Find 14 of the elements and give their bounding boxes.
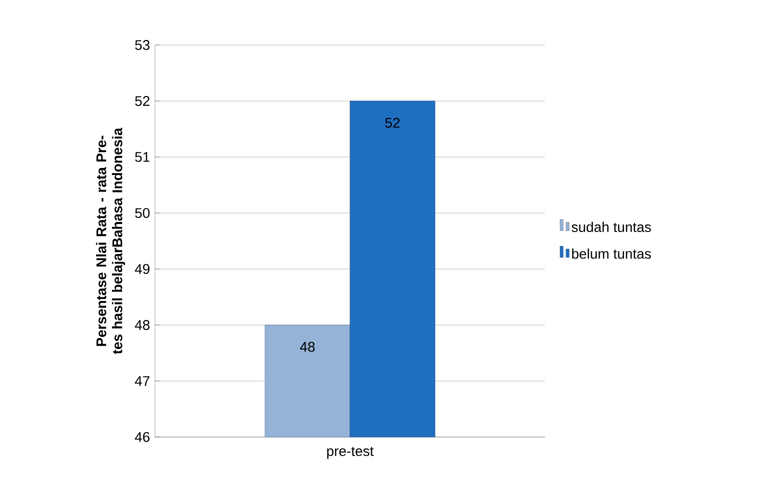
y-tick-label: 52 <box>135 96 150 106</box>
legend-label: sudah tuntas <box>572 222 651 232</box>
legend-label: belum tuntas <box>572 248 651 259</box>
y-tick-label: 49 <box>134 264 150 274</box>
data-label: 52 <box>385 118 400 128</box>
y-tick-label: 47 <box>134 376 150 386</box>
y-tick-label: 48 <box>134 320 150 330</box>
y-tick-label: 51 <box>135 152 150 162</box>
data-label: 48 <box>300 342 315 352</box>
x-tick-label: pre-test <box>327 446 374 459</box>
y-axis-title: Persentase Nlai Rata - rata Pre-tes hasil belajarBahasa Indonesia <box>96 128 126 354</box>
y-tick-label: 46 <box>134 432 150 442</box>
y-tick-label: 53 <box>135 40 150 50</box>
y-tick-label: 50 <box>135 208 150 218</box>
